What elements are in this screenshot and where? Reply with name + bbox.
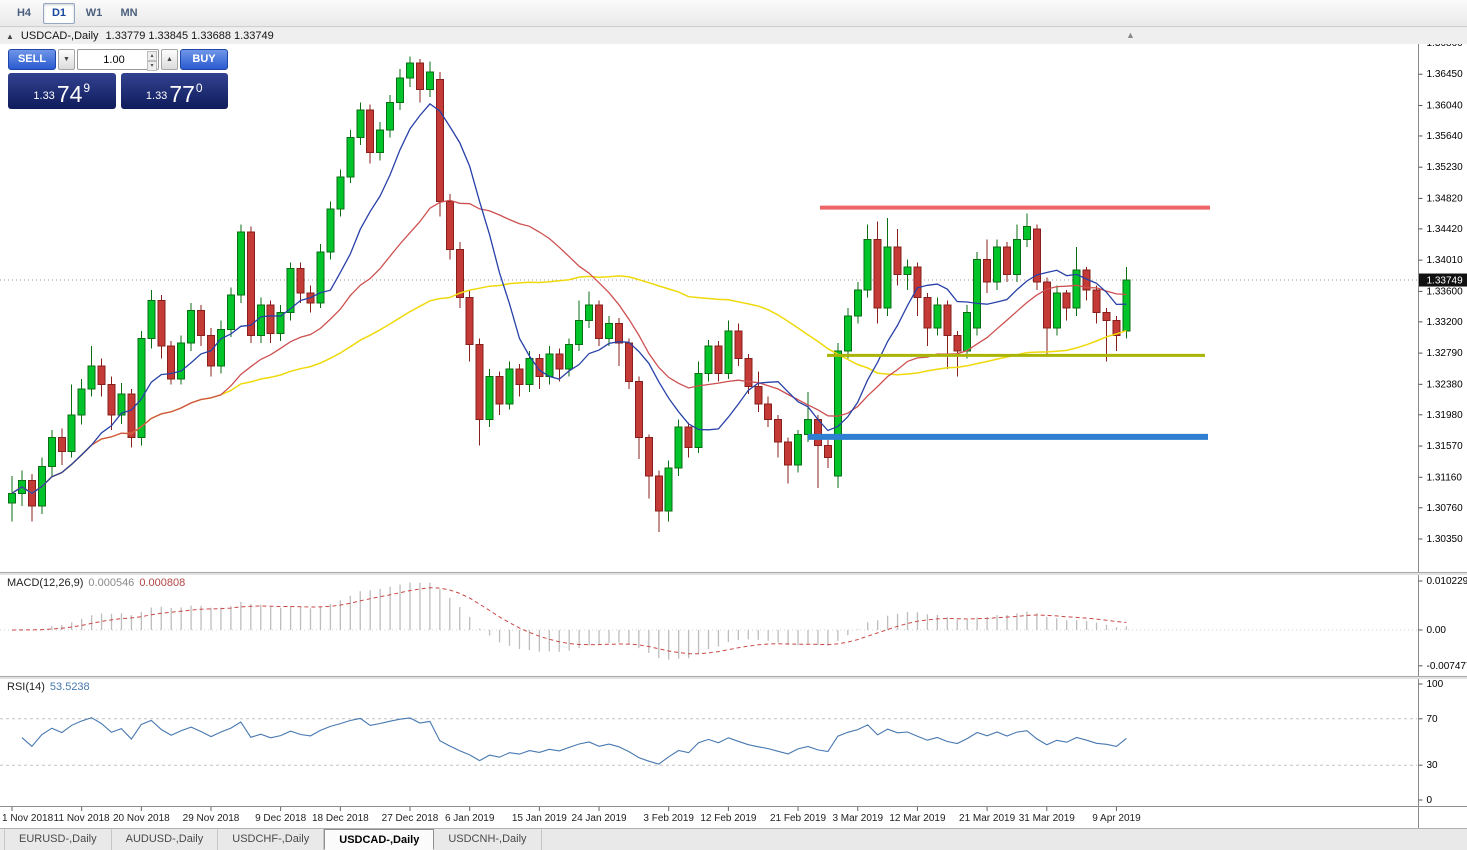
- macd-signal-value: 0.000808: [139, 577, 186, 589]
- buy-price-display[interactable]: 1.33 77 0: [120, 73, 228, 109]
- collapse-triangle-icon[interactable]: ▲: [6, 31, 14, 41]
- spinner-down-icon[interactable]: ▾: [147, 61, 157, 71]
- candles: [8, 56, 1131, 533]
- rsi-label: RSI(14) 53.5238: [7, 681, 90, 693]
- svg-text:1.31980: 1.31980: [1427, 410, 1464, 421]
- time-axis-labels: 1 Nov 2018 11 Nov 2018 20 Nov 2018 29 Nov 2…: [2, 807, 1419, 828]
- svg-text:100: 100: [1427, 679, 1444, 690]
- svg-text:18 Dec 2018: 18 Dec 2018: [312, 813, 369, 824]
- sell-price-big: 74: [56, 81, 83, 107]
- svg-text:3 Feb 2019: 3 Feb 2019: [643, 813, 694, 824]
- svg-text:31 Mar 2019: 31 Mar 2019: [1019, 813, 1076, 824]
- svg-text:12 Mar 2019: 12 Mar 2019: [889, 813, 946, 824]
- svg-text:11 Nov 2018: 11 Nov 2018: [54, 813, 110, 824]
- svg-text:-0.007477: -0.007477: [1427, 661, 1467, 672]
- panel-divider[interactable]: [0, 572, 1467, 575]
- svg-text:1.34420: 1.34420: [1427, 224, 1464, 235]
- tab-usdchf-daily[interactable]: USDCHF-,Daily: [218, 829, 325, 850]
- svg-text:1.33749: 1.33749: [1427, 276, 1464, 287]
- sell-price-sup: 9: [83, 81, 91, 95]
- sell-button[interactable]: SELL: [8, 49, 56, 70]
- svg-text:21 Mar 2019: 21 Mar 2019: [959, 813, 1016, 824]
- svg-text:3 Mar 2019: 3 Mar 2019: [832, 813, 883, 824]
- timeframe-toolbar: H4 D1 W1 MN: [0, 0, 1467, 27]
- svg-text:1.32790: 1.32790: [1427, 348, 1464, 359]
- macd-name: MACD(12,26,9): [7, 577, 84, 589]
- svg-text:1.30350: 1.30350: [1427, 534, 1464, 545]
- tab-usdcad-daily[interactable]: USDCAD-,Daily: [324, 829, 435, 850]
- rsi-panel[interactable]: 100 70 30 0 RSI(14) 53.5238: [0, 679, 1467, 806]
- svg-text:1.30760: 1.30760: [1427, 503, 1464, 514]
- svg-text:12 Feb 2019: 12 Feb 2019: [700, 813, 757, 824]
- svg-text:30: 30: [1427, 760, 1439, 771]
- price-chart-area[interactable]: 1.36860 1.36450 1.36040 1.35640 1.35230 1.348…: [0, 44, 1467, 572]
- svg-text:1.32380: 1.32380: [1427, 379, 1464, 390]
- rsi-value: 53.5238: [49, 681, 90, 693]
- chart-header: ▲ USDCAD-,Daily 1.33779 1.33845 1.33688 …: [0, 28, 1467, 44]
- macd-label: MACD(12,26,9) 0.000546 0.000808: [7, 577, 185, 589]
- buy-price-big: 77: [169, 81, 195, 107]
- volume-spinner: ▴ ▾: [147, 51, 157, 71]
- svg-text:24 Jan 2019: 24 Jan 2019: [572, 813, 627, 824]
- sell-price-display[interactable]: 1.33 74 9: [8, 73, 116, 109]
- svg-text:29 Nov 2018: 29 Nov 2018: [183, 813, 240, 824]
- volume-increase-icon[interactable]: ▲: [161, 49, 178, 70]
- chart-ohlc-values: 1.33779 1.33845 1.33688 1.33749: [105, 30, 274, 42]
- autoscroll-icon[interactable]: ▲: [1126, 30, 1135, 40]
- svg-text:1.36450: 1.36450: [1427, 69, 1464, 80]
- panel-divider[interactable]: [0, 676, 1467, 679]
- tab-eurusd-daily[interactable]: EURUSD-,Daily: [4, 829, 112, 850]
- svg-text:21 Feb 2019: 21 Feb 2019: [770, 813, 827, 824]
- svg-text:1.31160: 1.31160: [1427, 472, 1463, 483]
- svg-text:1.34820: 1.34820: [1427, 193, 1464, 204]
- tab-audusd-daily[interactable]: AUDUSD-,Daily: [112, 829, 219, 850]
- rsi-chart[interactable]: 100 70 30 0: [0, 679, 1467, 806]
- candlestick-chart[interactable]: 1.36860 1.36450 1.36040 1.35640 1.35230 1.348…: [0, 44, 1467, 572]
- sell-price-base: 1.33: [33, 90, 55, 102]
- timeframe-d1-button[interactable]: D1: [43, 2, 75, 24]
- svg-text:0.010229: 0.010229: [1427, 576, 1467, 587]
- timeframe-h4-button[interactable]: H4: [16, 6, 32, 19]
- timeframe-w1-button[interactable]: W1: [85, 6, 103, 19]
- svg-text:0: 0: [1427, 795, 1433, 806]
- macd-main-value: 0.000546: [88, 577, 135, 589]
- rsi-name: RSI(14): [7, 681, 45, 693]
- buy-price-sup: 0: [195, 81, 203, 95]
- chart-tab-bar: EURUSD-,Daily AUDUSD-,Daily USDCHF-,Dail…: [0, 828, 1467, 850]
- tab-usdcnh-daily[interactable]: USDCNH-,Daily: [434, 829, 542, 850]
- volume-input[interactable]: [78, 50, 158, 70]
- svg-text:27 Dec 2018: 27 Dec 2018: [382, 813, 439, 824]
- svg-text:1.33200: 1.33200: [1427, 317, 1464, 328]
- svg-text:0.00: 0.00: [1427, 625, 1447, 636]
- svg-text:70: 70: [1427, 714, 1439, 725]
- svg-text:6 Jan 2019: 6 Jan 2019: [445, 813, 495, 824]
- buy-price-base: 1.33: [145, 90, 168, 102]
- svg-text:1.35640: 1.35640: [1427, 131, 1464, 142]
- time-axis[interactable]: 1 Nov 2018 11 Nov 2018 20 Nov 2018 29 Nov 2…: [0, 806, 1467, 828]
- svg-text:20 Nov 2018: 20 Nov 2018: [113, 813, 170, 824]
- svg-text:1.35230: 1.35230: [1427, 162, 1464, 173]
- chart-symbol-label: USDCAD-,Daily: [20, 30, 99, 42]
- volume-decrease-icon[interactable]: ▼: [58, 49, 75, 70]
- svg-text:1.33600: 1.33600: [1427, 286, 1464, 297]
- spinner-up-icon[interactable]: ▴: [147, 51, 157, 61]
- svg-text:1.36860: 1.36860: [1427, 44, 1464, 49]
- svg-text:1.36040: 1.36040: [1427, 100, 1464, 111]
- svg-text:9 Dec 2018: 9 Dec 2018: [255, 813, 307, 824]
- buy-button[interactable]: BUY: [180, 49, 228, 70]
- macd-chart[interactable]: 0.010229 0.00 -0.007477: [0, 575, 1467, 676]
- svg-text:15 Jan 2019: 15 Jan 2019: [512, 813, 567, 824]
- volume-input-wrap: ▴ ▾: [77, 49, 159, 71]
- svg-text:1.34010: 1.34010: [1427, 255, 1464, 266]
- macd-panel[interactable]: 0.010229 0.00 -0.007477 MACD(12,26,9) 0.000…: [0, 575, 1467, 676]
- timeframe-mn-button[interactable]: MN: [120, 6, 138, 19]
- svg-text:1.31570: 1.31570: [1427, 441, 1464, 452]
- svg-text:9 Apr 2019: 9 Apr 2019: [1092, 813, 1141, 824]
- svg-text:1 Nov 2018: 1 Nov 2018: [2, 813, 54, 824]
